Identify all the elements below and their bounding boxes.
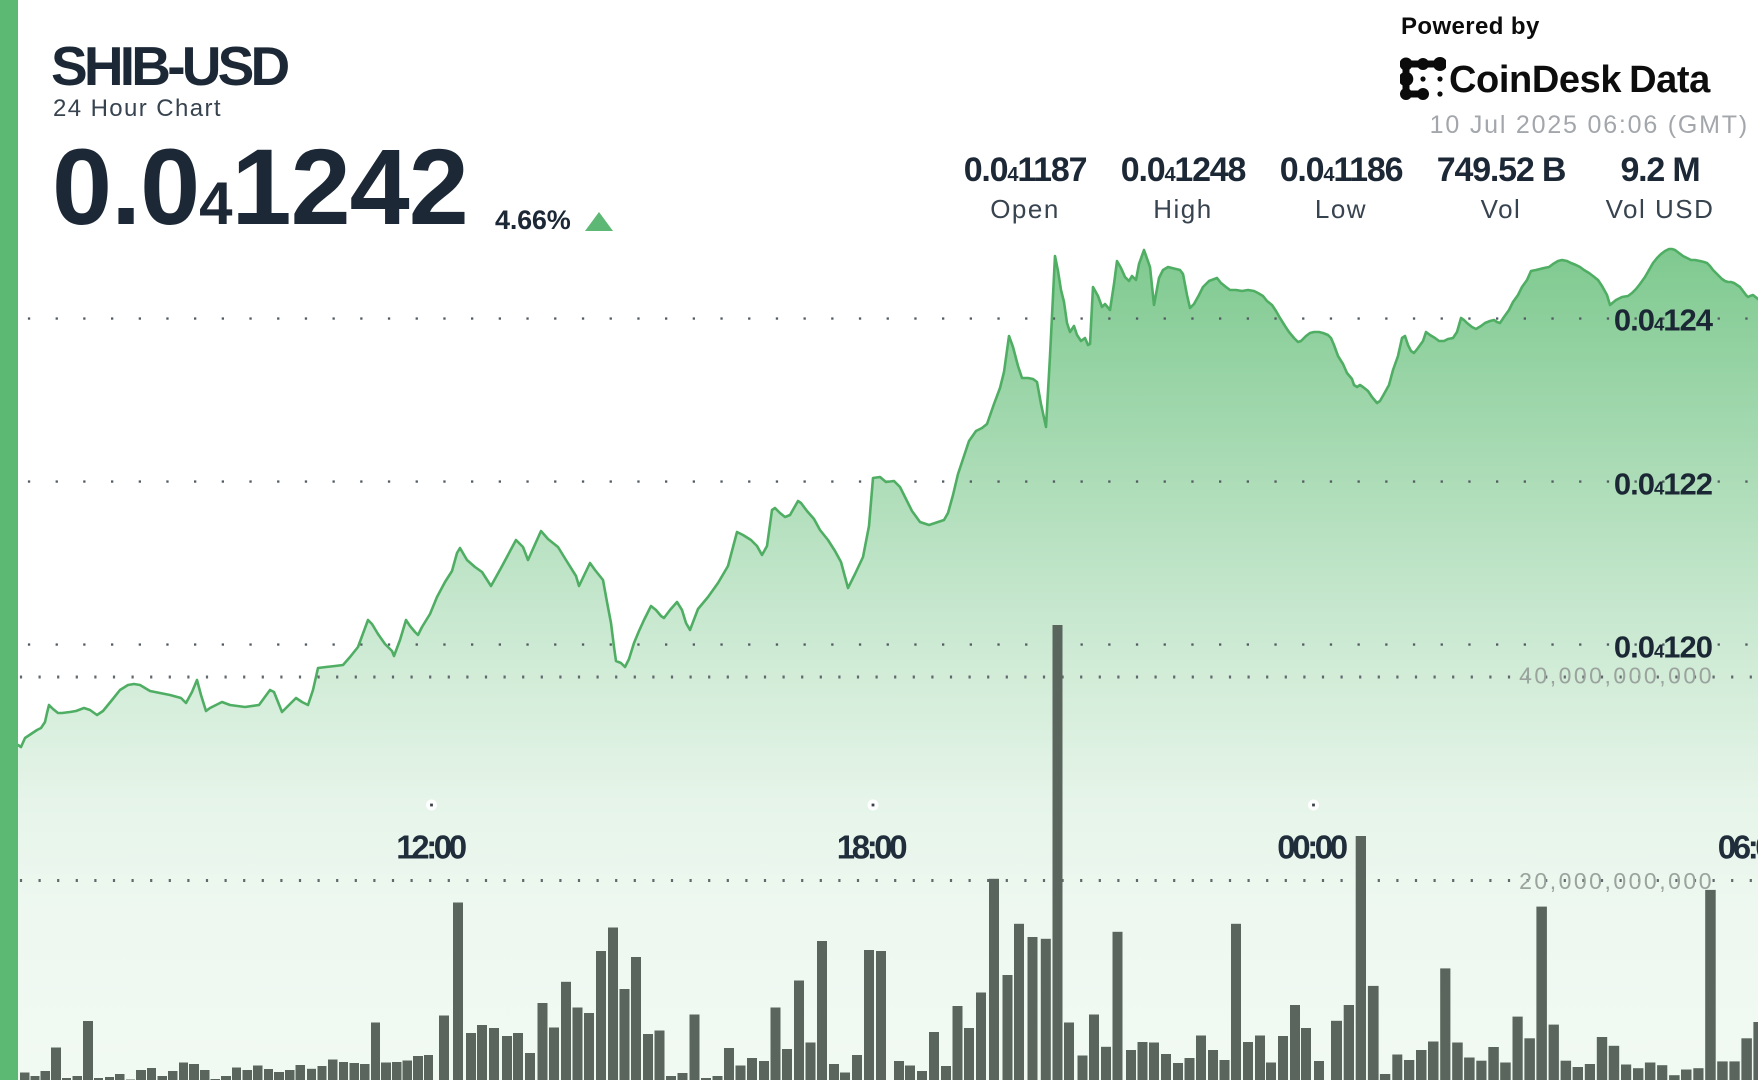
svg-text:0.04124: 0.04124 (1614, 303, 1714, 338)
svg-text:06:00: 06:00 (1718, 829, 1758, 866)
svg-text:0.04120: 0.04120 (1614, 630, 1712, 665)
svg-text:00:00: 00:00 (1277, 829, 1346, 866)
svg-text:20,000,000,000: 20,000,000,000 (1519, 868, 1714, 894)
svg-text:18:00: 18:00 (837, 829, 906, 866)
svg-text:12:00: 12:00 (396, 829, 465, 866)
svg-text:0.04122: 0.04122 (1614, 467, 1712, 502)
svg-text:40,000,000,000: 40,000,000,000 (1519, 663, 1714, 689)
